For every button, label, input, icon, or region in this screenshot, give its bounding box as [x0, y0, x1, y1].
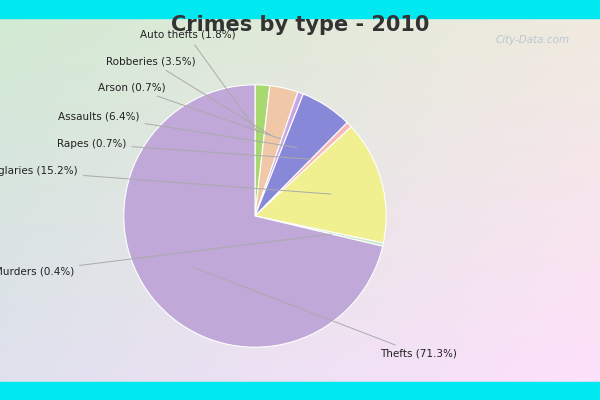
Text: City-Data.com: City-Data.com	[496, 35, 570, 45]
Wedge shape	[255, 86, 298, 216]
Text: Crimes by type - 2010: Crimes by type - 2010	[171, 15, 429, 35]
Text: Auto thefts (1.8%): Auto thefts (1.8%)	[140, 30, 258, 132]
Text: Murders (0.4%): Murders (0.4%)	[0, 234, 332, 276]
Wedge shape	[255, 123, 351, 216]
Text: Arson (0.7%): Arson (0.7%)	[98, 82, 281, 139]
Text: Assaults (6.4%): Assaults (6.4%)	[58, 111, 296, 148]
Wedge shape	[124, 85, 383, 347]
Text: Thefts (71.3%): Thefts (71.3%)	[194, 268, 457, 359]
Wedge shape	[255, 85, 270, 216]
Wedge shape	[255, 127, 386, 243]
Text: Burglaries (15.2%): Burglaries (15.2%)	[0, 166, 331, 194]
Wedge shape	[255, 92, 303, 216]
Wedge shape	[255, 94, 347, 216]
Text: Rapes (0.7%): Rapes (0.7%)	[57, 139, 311, 159]
Wedge shape	[255, 216, 383, 246]
Text: Robberies (3.5%): Robberies (3.5%)	[106, 56, 271, 135]
